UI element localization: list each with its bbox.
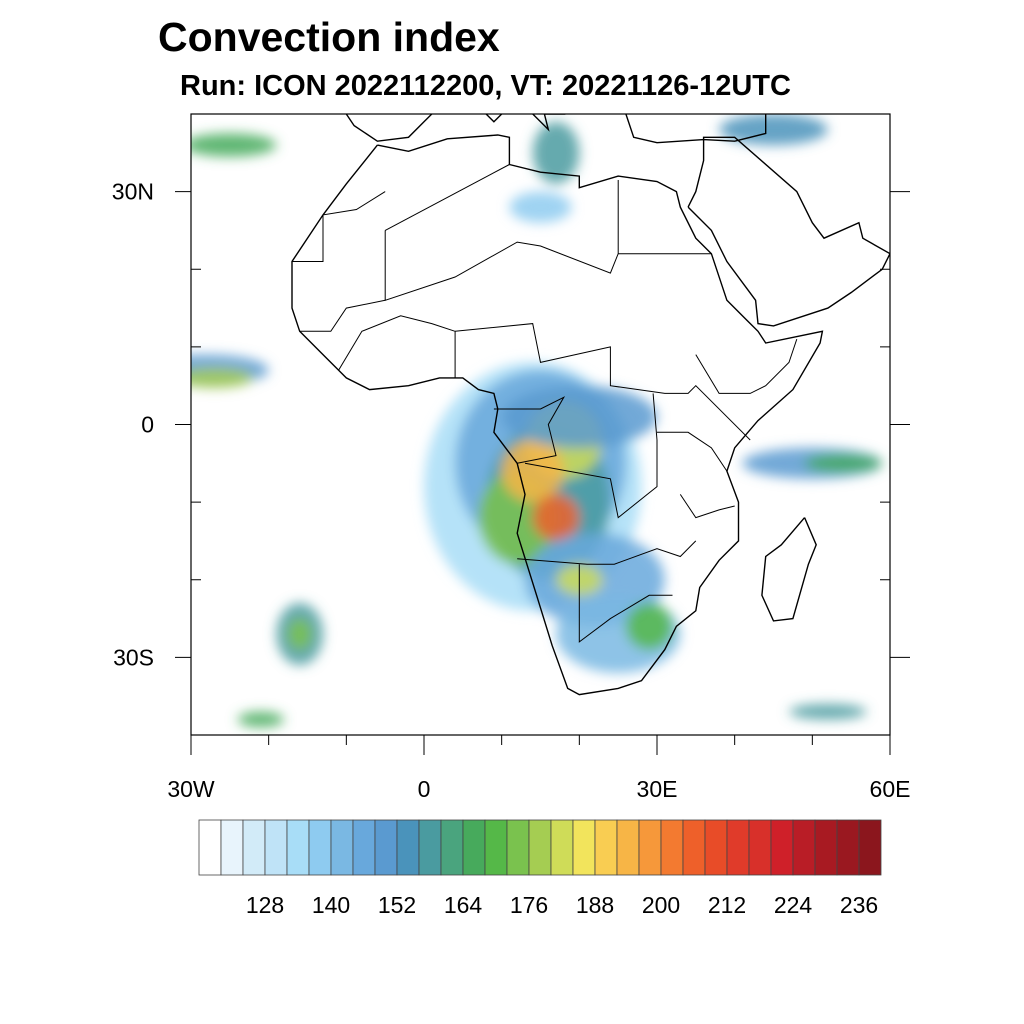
country-border — [679, 494, 735, 519]
colorbar-label: 152 — [378, 892, 416, 918]
colorbar-swatch — [418, 819, 442, 876]
colorbar-label: 236 — [840, 892, 878, 918]
colorbar-swatch — [704, 819, 728, 876]
colorbar-label: 164 — [444, 892, 483, 918]
chart-title: Convection index — [158, 14, 500, 60]
colorbar-swatch — [836, 819, 860, 876]
country-border — [695, 338, 798, 394]
colorbar-label: 200 — [642, 892, 680, 918]
colorbar-swatch — [308, 819, 332, 876]
country-border — [578, 564, 673, 643]
colorbar-swatch — [286, 819, 310, 876]
axis-ticks: 30W 0 30E 60E 30N 0 30S — [112, 113, 911, 802]
colorbar-swatch — [396, 819, 420, 876]
colorbar-swatch — [660, 819, 684, 876]
colorbar-swatch — [814, 819, 838, 876]
colorbar-swatch — [198, 819, 222, 876]
colorbar-label: 176 — [510, 892, 548, 918]
colorbar-swatch — [792, 819, 816, 876]
convection-cell — [789, 703, 867, 720]
convection-cell — [719, 114, 828, 146]
coastline-iberia — [345, 114, 448, 142]
colorbar-swatch — [770, 819, 794, 876]
y-tick-label: 0 — [141, 412, 154, 438]
x-tick-label: 30W — [167, 776, 215, 802]
colorbar-swatch — [440, 819, 464, 876]
colorbar-label: 224 — [774, 892, 813, 918]
coastline-africa — [291, 134, 824, 696]
colorbar-swatch — [638, 819, 662, 876]
convection-cell — [509, 191, 572, 223]
colorbar-swatch — [352, 819, 376, 876]
convection-cell — [532, 494, 580, 541]
country-border — [524, 393, 658, 519]
coastline-turkey — [625, 114, 767, 144]
coastline-italy — [485, 114, 566, 132]
convection-cell — [191, 367, 254, 389]
y-tick-label: 30N — [112, 179, 154, 205]
colorbar-label: 188 — [576, 892, 614, 918]
colorbar-swatch — [462, 819, 486, 876]
convection-cell — [625, 603, 673, 650]
colorbar-swatch — [858, 819, 882, 876]
convection-cell — [532, 121, 580, 184]
convection-cell — [804, 453, 883, 473]
colorbar-swatch — [616, 819, 640, 876]
colorbar-swatch — [572, 819, 596, 876]
country-border — [455, 323, 751, 441]
convection-cell — [288, 618, 312, 650]
colorbar-label: 140 — [312, 892, 350, 918]
colorbar-label: 212 — [708, 892, 746, 918]
colorbar-swatch — [528, 819, 552, 876]
convection-cell — [191, 133, 277, 157]
y-tick-label: 30S — [113, 644, 154, 670]
country-border — [299, 299, 386, 332]
coastlines — [291, 114, 890, 696]
convection-field — [191, 114, 883, 728]
colorbar-label: 128 — [246, 892, 284, 918]
convection-cell — [501, 385, 658, 448]
colorbar-swatch — [594, 819, 618, 876]
country-border — [517, 540, 697, 565]
x-tick-label: 0 — [418, 776, 431, 802]
country-border — [338, 315, 456, 378]
colorbar-swatch — [242, 819, 266, 876]
country-border — [657, 431, 728, 472]
coastline-arabia — [687, 136, 890, 327]
colorbar-swatch — [726, 819, 750, 876]
convection-cell — [501, 439, 564, 503]
colorbar-swatch — [264, 819, 288, 876]
colorbar-swatch — [330, 819, 354, 876]
colorbar-swatch — [220, 819, 244, 876]
convection-cell — [237, 711, 285, 728]
colorbar-swatch — [374, 819, 398, 876]
colorbar-swatch — [506, 819, 530, 876]
country-border — [384, 164, 510, 231]
country-border — [493, 396, 566, 464]
chart-subtitle: Run: ICON 2022112200, VT: 20221126-12UTC — [180, 70, 791, 102]
colorbar: 128 140 152 164 176 188 200 212 224 236 — [198, 819, 882, 918]
colorbar-swatch — [484, 819, 508, 876]
country-border — [384, 180, 619, 301]
x-tick-label: 60E — [870, 776, 911, 802]
colorbar-swatch — [748, 819, 772, 876]
colorbar-swatch — [682, 819, 706, 876]
country-border — [292, 191, 386, 262]
coastline-madagascar — [761, 517, 817, 622]
x-tick-label: 30E — [637, 776, 678, 802]
colorbar-swatch — [550, 819, 574, 876]
